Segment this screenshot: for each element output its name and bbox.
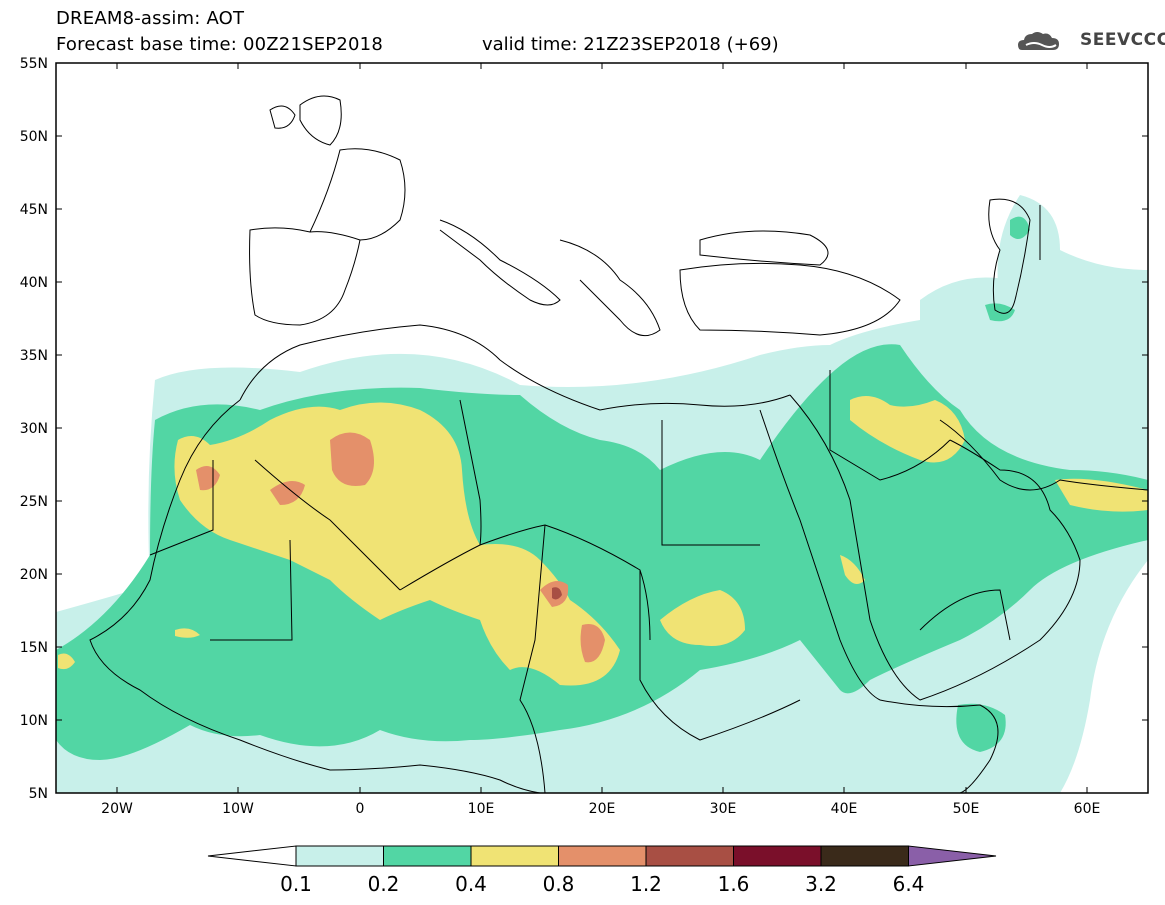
lat-label: 5N [29, 786, 48, 802]
colorbar [207, 845, 997, 867]
colorbar-label: 1.2 [630, 872, 662, 896]
aot-contours [56, 95, 1148, 793]
lon-label: 60E [1074, 801, 1101, 817]
lat-label: 50N [20, 129, 48, 145]
lon-label: 20E [589, 801, 616, 817]
lat-label: 20N [20, 567, 48, 583]
lat-label: 45N [20, 202, 48, 218]
colorbar-label: 6.4 [892, 872, 925, 896]
lon-label: 30E [710, 801, 737, 817]
lon-label: 20W [101, 801, 133, 817]
colorbar-max-arrow [908, 845, 997, 867]
colorbar-bin [383, 845, 472, 867]
lat-label: 15N [20, 640, 48, 656]
colorbar-label: 1.6 [717, 872, 750, 896]
aot-level-0.4 [58, 396, 1148, 686]
lat-label: 25N [20, 494, 48, 510]
lon-labels: 20W 10W 0 10E 20E 30E 40E 50E 60E [101, 801, 1100, 817]
ticks [56, 62, 1148, 793]
colorbar-label: 0.2 [367, 872, 400, 896]
colorbar-bin [295, 845, 384, 867]
colorbar-bin [645, 845, 734, 867]
valid-time: valid time: 21Z23SEP2018 (+69) [482, 34, 779, 55]
map-title: DREAM8-assim: AOT [56, 8, 245, 29]
lat-label: 40N [20, 275, 48, 291]
lat-label: 10N [20, 713, 48, 729]
forecast-base-time: Forecast base time: 00Z21SEP2018 [56, 34, 383, 55]
aot-level-1.2 [552, 587, 562, 600]
colorbar-bin [558, 845, 647, 867]
lat-label: 30N [20, 421, 48, 437]
seevccc-logo-text: SEEVCCC [1080, 30, 1165, 50]
colorbar-min-arrow [207, 845, 297, 867]
colorbar-label: 0.1 [280, 872, 312, 896]
colorbar-label: 0.8 [542, 872, 575, 896]
cloud-logo-icon [1018, 32, 1059, 50]
lat-label: 35N [20, 348, 48, 364]
lon-label: 10E [468, 801, 495, 817]
lon-label: 0 [356, 801, 365, 817]
lat-labels: 55N 50N 45N 40N 35N 30N 25N 20N 15N 10N … [20, 56, 48, 802]
lon-label: 40E [831, 801, 858, 817]
colorbar-label: 0.4 [455, 872, 487, 896]
colorbar-bin [820, 845, 909, 867]
lon-label: 10W [222, 801, 254, 817]
lat-label: 55N [20, 56, 48, 72]
colorbar-bin [733, 845, 822, 867]
lon-label: 50E [953, 801, 980, 817]
colorbar-label: 3.2 [805, 872, 837, 896]
coastlines-and-borders [89, 95, 1148, 793]
colorbar-bin [470, 845, 559, 867]
